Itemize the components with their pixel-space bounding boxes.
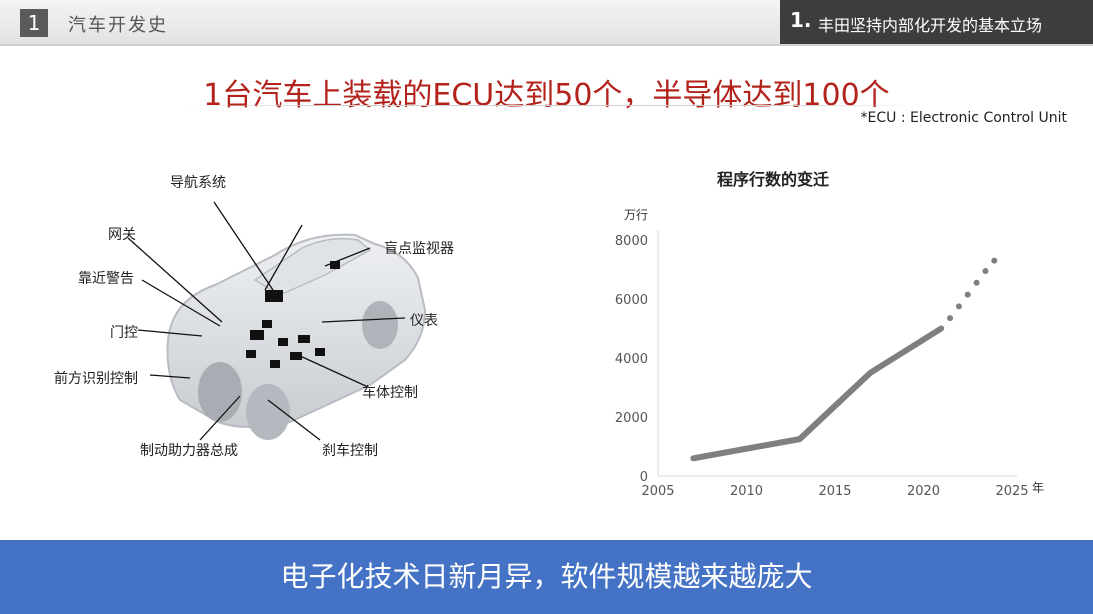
x-tick-label: 2020 [907,484,940,499]
forecast-point [982,267,989,274]
ecu-footnote: *ECU : Electronic Control Unit [860,110,1068,126]
y-tick-label: 8000 [615,234,648,249]
label-proximity-alert: 靠近警告 [78,271,134,287]
ecu-module [246,350,256,358]
label-blind-spot-monitor: 盲点监视器 [384,241,454,257]
label-door-control: 门控 [110,325,138,341]
label-gateway: 网关 [108,227,136,243]
lines-of-code-chart: 万行 0 2000 4000 6000 8000 2005 2010 2015 2020 2025 年 [615,208,1044,499]
series-line-actual [690,325,945,462]
subsection-number: 1. [790,8,812,32]
front-left-wheel [198,362,242,422]
x-tick-label: 2010 [730,484,763,499]
slide-headline: 1台汽车上装载的ECU达到50个，半导体达到100个 [203,78,890,113]
ecu-module [250,330,264,340]
label-navigation: 导航系统 [170,175,226,191]
rear-wheel [362,301,398,349]
headline-divider [180,105,920,106]
label-body-control: 车体控制 [362,385,418,401]
ecu-module [262,320,272,328]
ecu-module [315,348,325,356]
ecu-module [278,338,288,346]
forecast-point [973,279,980,286]
y-axis-unit-label: 万行 [624,208,648,222]
y-tick-label: 2000 [615,411,648,426]
ecu-module [298,335,310,343]
forecast-point [991,257,998,264]
subsection-tab: 1. 丰田坚持内部化开发的基本立场 [780,0,1093,44]
x-tick-label: 2005 [641,484,674,499]
forecast-point [955,303,962,310]
subsection-title: 丰田坚持内部化开发的基本立场 [818,16,1043,35]
label-brake-control: 刹车控制 [322,443,378,459]
windshield-shape [253,237,372,296]
y-tick-label: 6000 [615,293,648,308]
section-number: 1 [20,9,48,37]
section-title: 汽车开发史 [68,15,168,36]
ecu-module [270,360,280,368]
ecu-module [265,290,283,302]
y-tick-label: 4000 [615,352,648,367]
ecu-module [290,352,302,360]
top-header-bar: 1 汽车开发史 1. 丰田坚持内部化开发的基本立场 [0,0,1093,46]
forecast-point [947,315,954,322]
x-tick-label: 2025 [995,484,1028,499]
x-tick-label: 2015 [818,484,851,499]
label-front-recognition: 前方识别控制 [54,371,138,387]
label-brake-booster: 制动助力器总成 [140,443,238,459]
chart-title: 程序行数的变迁 [717,170,830,189]
label-instrument: 仪表 [410,313,438,329]
car-illustration [127,201,427,441]
ecu-module [330,261,340,269]
car-ecu-diagram: 导航系统 网关 靠近警告 门控 前方识别控制 制动助力器总成 盲点监视器 仪表 … [40,160,520,480]
summary-banner: 电子化技术日新月异，软件规模越来越庞大 [0,540,1093,614]
y-tick-label: 0 [640,470,648,485]
front-right-wheel [246,384,290,440]
x-axis-unit-label: 年 [1032,481,1044,495]
forecast-point [964,291,971,298]
